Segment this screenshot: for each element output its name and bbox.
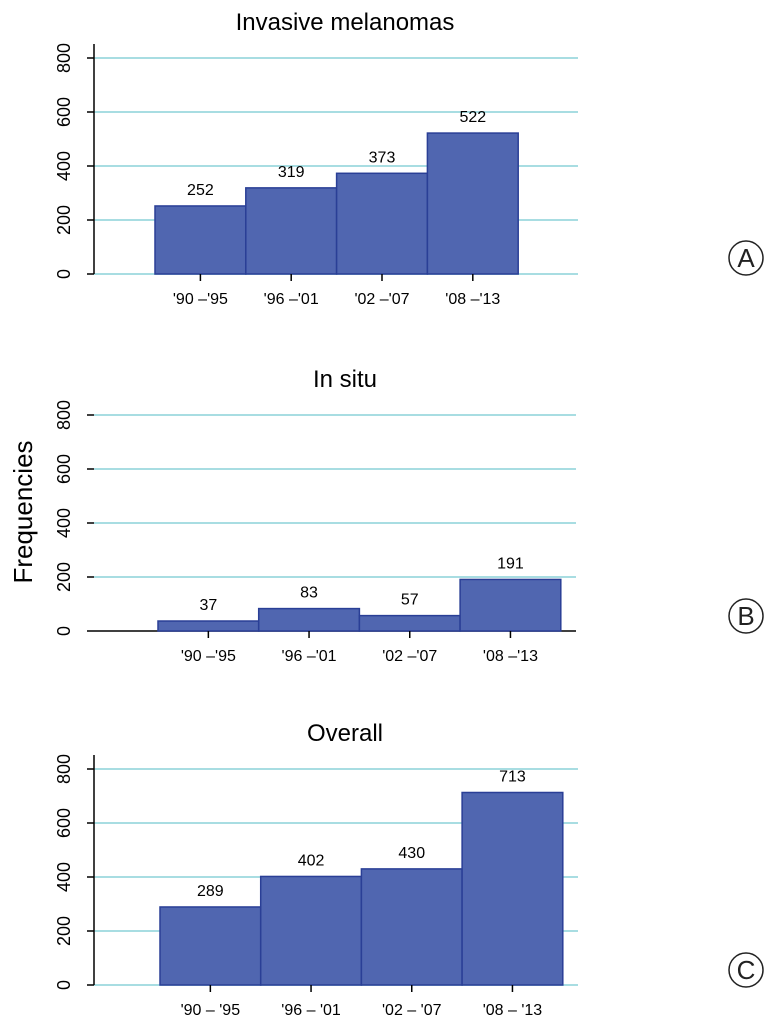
bar	[426, 132, 519, 275]
panel-letter-circle	[728, 952, 764, 988]
y-tick-label: 800	[54, 43, 74, 73]
chart-panel-c: 0 200 400 600 800 289 '90 – '95 402 '96 – '01 430…	[54, 720, 764, 1016]
x-tick-label: '02 –'07	[354, 291, 409, 308]
y-tick-label: 0	[54, 626, 74, 636]
bar	[360, 868, 463, 986]
y-tick-label: 600	[54, 97, 74, 127]
chart-panels: 0 200 400 600 800 252 '90 –'95 319 '96 –'01 373 '0…	[54, 9, 764, 1016]
data-label: 430	[398, 845, 425, 862]
y-tick-label: 400	[54, 151, 74, 181]
y-tick-label: 600	[54, 454, 74, 484]
x-tick-label: '96 –'01	[282, 648, 337, 665]
x-tick-label: '90 –'95	[173, 291, 228, 308]
chart-panel-a: 0 200 400 600 800 252 '90 –'95 319 '96 –'01 373 '0…	[54, 9, 764, 308]
bar	[459, 578, 562, 632]
bar	[159, 906, 262, 986]
data-label: 252	[187, 182, 214, 199]
x-tick-label: '08 – '13	[483, 1002, 543, 1016]
x-tick-label: '08 –'13	[483, 648, 538, 665]
bar	[157, 620, 260, 632]
data-label: 57	[401, 592, 419, 609]
y-tick-label: 800	[54, 400, 74, 430]
data-label: 522	[459, 109, 486, 126]
y-tick-label: 600	[54, 808, 74, 838]
bar	[461, 791, 564, 986]
x-tick-label: '08 –'13	[445, 291, 500, 308]
data-label: 37	[199, 597, 217, 614]
x-tick-label: '90 –'95	[181, 648, 236, 665]
bar	[335, 172, 429, 275]
x-tick-label: '90 – '95	[181, 1002, 241, 1016]
y-tick-label: 0	[54, 980, 74, 990]
x-tick-label: '02 –'07	[382, 648, 437, 665]
x-tick-label: '96 –'01	[264, 291, 319, 308]
y-axis-label: Frequencies	[8, 440, 38, 583]
bar	[358, 614, 461, 632]
bar	[245, 187, 338, 275]
chart-title: In situ	[313, 366, 377, 393]
data-label: 319	[278, 164, 305, 181]
data-label: 83	[300, 585, 318, 602]
bar	[259, 875, 363, 986]
y-tick-label: 200	[54, 562, 74, 592]
data-label: 402	[298, 852, 325, 869]
data-label: 713	[499, 768, 526, 785]
y-tick-label: 0	[54, 269, 74, 279]
y-tick-label: 400	[54, 862, 74, 892]
chart-panel-b: 0 200 400 600 800 37 '90 –'95 83 '96 –'01 57 '02 –…	[54, 366, 764, 665]
x-tick-label: '96 – '01	[281, 1002, 341, 1016]
x-tick-label: '02 – '07	[382, 1002, 442, 1016]
chart-title: Overall	[307, 720, 383, 747]
chart-title: Invasive melanomas	[236, 9, 455, 36]
y-tick-label: 200	[54, 205, 74, 235]
data-label: 373	[369, 149, 396, 166]
y-tick-label: 400	[54, 508, 74, 538]
data-label: 289	[197, 883, 224, 900]
bar	[154, 205, 247, 275]
y-tick-label: 200	[54, 916, 74, 946]
bar	[257, 607, 361, 632]
data-label: 191	[497, 555, 524, 572]
panel-letter: C	[737, 955, 756, 985]
y-tick-label: 800	[54, 754, 74, 784]
panel-letter: B	[737, 601, 754, 631]
panel-letter-circle	[728, 598, 764, 634]
panel-letter-circle	[728, 240, 764, 276]
panel-letter: A	[737, 243, 755, 273]
